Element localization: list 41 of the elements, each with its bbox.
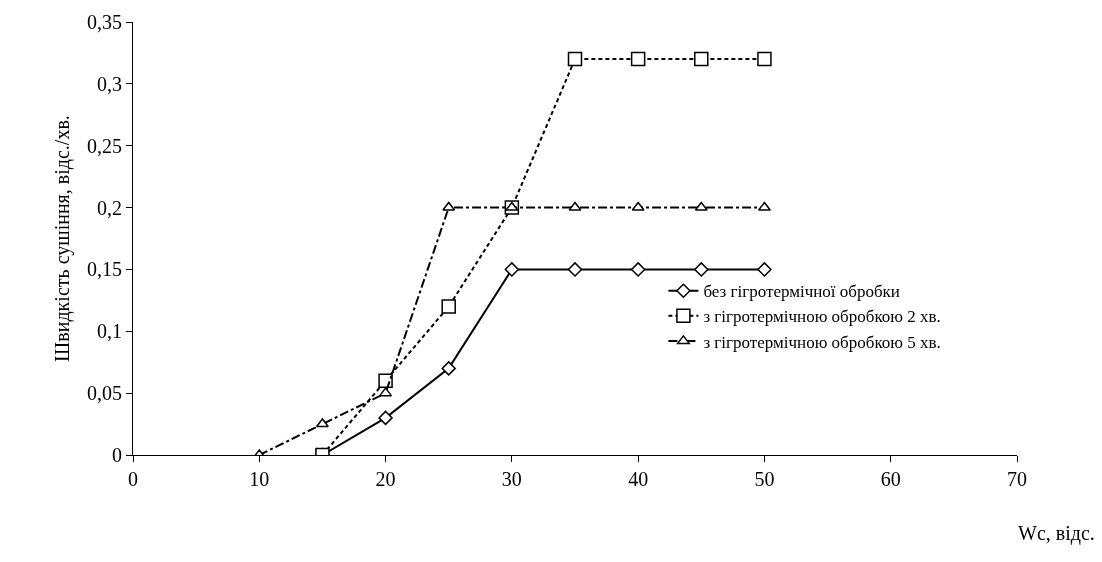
point (757, 51, 772, 67)
x-tick-label: 0 (128, 468, 138, 490)
point (568, 201, 582, 211)
point (630, 51, 646, 67)
y-tick-label: 0 (112, 444, 122, 466)
legend-label: з гігротермічною обробкою 5 хв. (703, 332, 941, 352)
point (505, 201, 519, 211)
x-tick-label: 60 (880, 468, 901, 490)
x-tick-label: 70 (1007, 468, 1027, 490)
point (757, 201, 771, 211)
y-tick-label: 0,35 (87, 11, 122, 33)
point (441, 299, 456, 314)
x-tick-label: 30 (501, 468, 522, 490)
point (694, 201, 708, 211)
y-tick-label: 0,15 (87, 258, 122, 281)
legend-label: з гігротермічною обробкою 2 хв. (703, 307, 941, 327)
point (567, 51, 583, 67)
x-tick-label: 20 (375, 468, 396, 490)
point (694, 51, 709, 67)
point (441, 361, 456, 376)
legend-label: без гігротермічної обробки (703, 282, 900, 302)
y-tick-label: 0,1 (97, 320, 122, 343)
x-tick-label: 40 (628, 468, 649, 490)
point (694, 262, 709, 277)
point (442, 201, 456, 211)
y-tick-label: 0,2 (97, 196, 122, 219)
y-axis-title: Швидкість сушіння, відс./хв. (50, 115, 74, 362)
point (315, 418, 329, 428)
point (378, 410, 393, 426)
y-tick-label: 0,25 (87, 134, 122, 157)
point (379, 387, 393, 397)
point (631, 201, 645, 211)
point (567, 262, 583, 277)
x-axis-title: Wc, відс. (1018, 522, 1095, 545)
x-tick-label: 10 (249, 468, 270, 490)
point (630, 262, 646, 277)
x-tick-label: 50 (754, 468, 775, 490)
y-tick-label: 0,05 (87, 382, 122, 405)
point (504, 262, 520, 277)
point (757, 262, 772, 277)
y-tick-label: 0,3 (97, 72, 122, 95)
